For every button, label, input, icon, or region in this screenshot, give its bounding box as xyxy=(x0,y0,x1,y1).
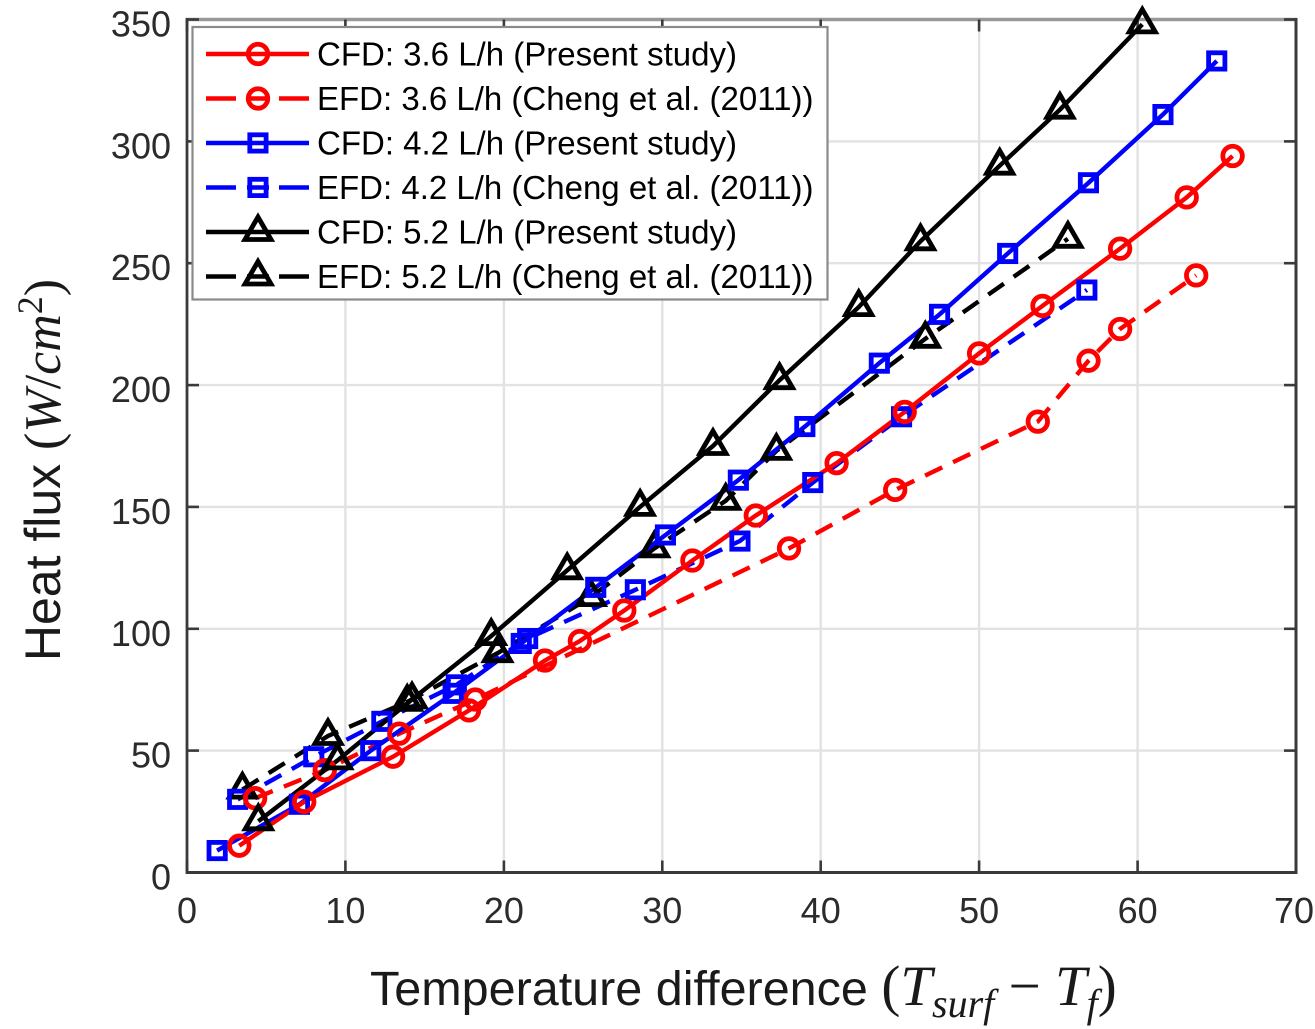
svg-text:EFD: 3.6 L/h (Cheng et al. (20: EFD: 3.6 L/h (Cheng et al. (2011)) xyxy=(317,80,813,117)
svg-text:20: 20 xyxy=(484,890,524,931)
svg-text:Heat flux (W/cm2): Heat flux (W/cm2) xyxy=(10,279,72,661)
svg-text:CFD: 5.2 L/h (Present study): CFD: 5.2 L/h (Present study) xyxy=(317,214,737,251)
svg-text:50: 50 xyxy=(131,735,171,776)
svg-text:CFD: 3.6 L/h (Present study): CFD: 3.6 L/h (Present study) xyxy=(317,36,737,73)
svg-text:70: 70 xyxy=(1274,890,1314,931)
svg-text:300: 300 xyxy=(111,125,171,166)
svg-text:150: 150 xyxy=(111,491,171,532)
svg-text:350: 350 xyxy=(111,4,171,45)
svg-text:EFD: 4.2 L/h (Cheng et al. (20: EFD: 4.2 L/h (Cheng et al. (2011)) xyxy=(317,169,813,206)
svg-text:EFD: 5.2 L/h (Cheng et al. (20: EFD: 5.2 L/h (Cheng et al. (2011)) xyxy=(317,258,813,295)
svg-text:Temperature difference (Tsurf: Temperature difference (Tsurf − Tf) xyxy=(370,955,1117,1026)
svg-text:100: 100 xyxy=(111,613,171,654)
svg-text:250: 250 xyxy=(111,247,171,288)
svg-text:0: 0 xyxy=(177,890,197,931)
svg-text:60: 60 xyxy=(1118,890,1158,931)
svg-text:50: 50 xyxy=(959,890,999,931)
svg-text:30: 30 xyxy=(642,890,682,931)
svg-text:0: 0 xyxy=(151,857,171,898)
svg-text:10: 10 xyxy=(325,890,365,931)
svg-text:CFD: 4.2 L/h (Present study): CFD: 4.2 L/h (Present study) xyxy=(317,125,737,162)
svg-text:200: 200 xyxy=(111,369,171,410)
svg-text:40: 40 xyxy=(801,890,841,931)
